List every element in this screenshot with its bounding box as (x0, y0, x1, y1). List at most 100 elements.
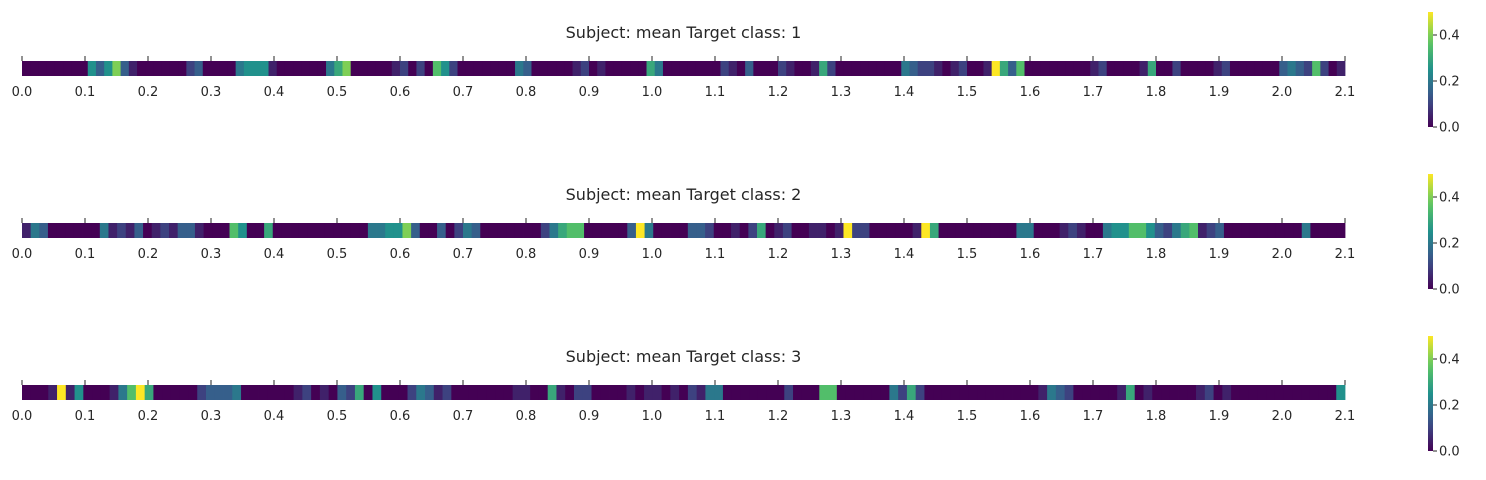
heatmap-cell (810, 385, 820, 400)
heatmap-cell (79, 61, 89, 76)
heatmap-cell (433, 385, 443, 400)
heatmap-cell (1012, 385, 1022, 400)
heatmap-cell (197, 385, 207, 400)
x-tick-label: 1.5 (957, 247, 978, 262)
heatmap-cell (471, 223, 481, 238)
heatmap-cell (143, 223, 153, 238)
colorbar-tick-label: 0.0 (1439, 283, 1460, 298)
heatmap-cell (679, 223, 689, 238)
heatmap-cell (981, 223, 991, 238)
heatmap-cell (1292, 385, 1302, 400)
heatmap-cell (512, 385, 522, 400)
heatmap-cell (219, 61, 228, 76)
heatmap-cell (151, 223, 161, 238)
heatmap-cell (276, 385, 286, 400)
heatmap-cell (267, 385, 277, 400)
heatmap-cell (229, 223, 239, 238)
heatmap-cell (503, 385, 514, 400)
heatmap-cell (109, 385, 119, 400)
heatmap-cell (57, 385, 67, 400)
heatmap-cell (991, 61, 1001, 76)
heatmap-cell (95, 61, 105, 76)
heatmap-cell (748, 223, 758, 238)
heatmap-cell (1293, 223, 1303, 238)
heatmap-cell (765, 223, 775, 238)
x-tick-label: 0.8 (516, 247, 537, 262)
panel-title: Subject: mean Target class: 2 (566, 185, 802, 204)
x-tick-label: 1.7 (1083, 247, 1104, 262)
heatmap-cell (1206, 223, 1216, 238)
heatmap-cell (324, 223, 334, 238)
heatmap-cell (203, 223, 213, 238)
x-tick-label: 1.4 (894, 247, 915, 262)
heatmap-cell (523, 61, 532, 76)
heatmap-cell (687, 223, 697, 238)
heatmap-cell (1106, 61, 1116, 76)
heatmap-cell (241, 385, 251, 400)
heatmap-cell (451, 385, 461, 400)
heatmap-cell (854, 385, 864, 400)
heatmap-cell (495, 385, 505, 400)
x-tick-label: 0.5 (327, 247, 348, 262)
heatmap-cell (661, 385, 671, 400)
heatmap-cell (91, 223, 101, 238)
heatmap-cell (929, 223, 939, 238)
heatmap-cell (1267, 223, 1277, 238)
heatmap-cell (1336, 223, 1346, 238)
heatmap-cell (868, 61, 878, 76)
colorbar-gradient (1428, 174, 1433, 289)
heatmap-cell (1189, 223, 1199, 238)
heatmap-cell (1033, 223, 1043, 238)
heatmap-cell (564, 61, 573, 76)
x-tick-label: 1.0 (642, 409, 663, 424)
heatmap-cell (363, 385, 373, 400)
heatmap-cell (1016, 223, 1026, 238)
heatmap-cell (125, 223, 135, 238)
heatmap-cell (337, 385, 347, 400)
heatmap-cell (333, 223, 343, 238)
heatmap-cell (942, 61, 951, 76)
heatmap-cell (1257, 385, 1267, 400)
heatmap-cell (144, 385, 154, 400)
heatmap-cell (179, 385, 189, 400)
heatmap-cell (408, 61, 417, 76)
heatmap-cell (293, 61, 302, 76)
heatmap-cell (463, 223, 473, 238)
heatmap-cell (1205, 61, 1214, 76)
heatmap-cell (1082, 61, 1091, 76)
x-tick-label: 2.1 (1335, 409, 1356, 424)
heatmap-cell (311, 385, 321, 400)
x-tick-label: 2.1 (1335, 247, 1356, 262)
heatmap-cell (786, 61, 795, 76)
heatmap-cell (793, 385, 803, 400)
heatmap-cell (757, 223, 767, 238)
colorbar-gradient (1428, 336, 1433, 451)
x-tick-label: 1.7 (1083, 85, 1104, 100)
heatmap-cell (994, 385, 1004, 400)
panel-title: Subject: mean Target class: 1 (566, 23, 802, 42)
heatmap-cell (71, 61, 80, 76)
heatmap-cell (169, 223, 179, 238)
heatmap-cell (782, 223, 792, 238)
heatmap-cell (445, 223, 455, 238)
x-tick-label: 0.9 (579, 85, 600, 100)
heatmap-cell (65, 223, 75, 238)
heatmap-cell (120, 61, 130, 76)
heatmap-cell (243, 61, 253, 76)
x-tick-label: 0.3 (201, 409, 222, 424)
heatmap-cell (134, 223, 144, 238)
heatmap-cell (416, 385, 426, 400)
heatmap-cell (817, 223, 827, 238)
heatmap-cell (958, 61, 968, 76)
heatmap-cell (592, 223, 602, 238)
heatmap-cell (794, 61, 804, 76)
heatmap-cell (428, 223, 438, 238)
heatmap-cell (284, 385, 295, 400)
heatmap-cell (1258, 223, 1268, 238)
heatmap-cell (346, 385, 356, 400)
x-tick-label: 0.0 (12, 247, 33, 262)
heatmap-cell (112, 61, 122, 76)
heatmap-cell (695, 61, 705, 76)
heatmap-cell (135, 385, 146, 400)
heatmap-cell (350, 61, 360, 76)
